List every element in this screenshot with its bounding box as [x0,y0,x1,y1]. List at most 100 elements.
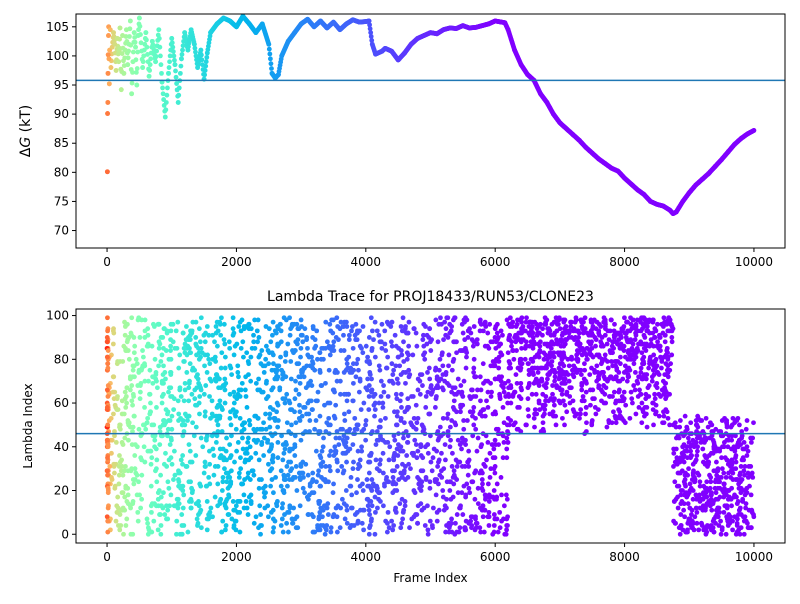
lambda-point [445,315,450,320]
lambda-point [541,350,546,355]
lambda-point [168,370,173,375]
lambda-point [115,495,120,500]
lambda-point [745,453,750,458]
lambda-point [333,416,338,421]
lambda-point [255,328,260,333]
lambda-point [456,490,461,495]
lambda-point [266,348,271,353]
lambda-point [438,425,443,430]
dg-point [160,86,165,91]
dg-point [126,55,131,60]
lambda-point [703,436,708,441]
lambda-point [363,438,368,443]
lambda-point [547,370,552,375]
lambda-point [320,449,325,454]
lambda-point [526,414,531,419]
lambda-point [145,416,150,421]
lambda-point [633,326,638,331]
lambda-point [681,508,686,513]
lambda-point [373,401,378,406]
lambda-point [236,374,241,379]
lambda-point [266,361,271,366]
lambda-point [532,320,537,325]
dg-point [204,59,209,64]
dg-point [143,30,148,35]
lambda-point [333,451,338,456]
lambda-point [478,374,483,379]
lambda-point [364,418,369,423]
lambda-point [691,462,696,467]
lambda-point [470,337,475,342]
lambda-point [452,420,457,425]
lambda-point [444,370,449,375]
lambda-point [640,401,645,406]
lambda-point [476,486,481,491]
lambda-point [185,418,190,423]
lambda-point [708,420,713,425]
lambda-point [223,503,228,508]
lambda-point [176,412,181,417]
lambda-point [582,398,587,403]
dg-point [115,36,120,41]
lambda-point [650,331,655,336]
lambda-point [633,388,638,393]
lambda-point [692,475,697,480]
lambda-point [306,381,311,386]
lambda-point [504,455,509,460]
dg-point [198,48,203,53]
lambda-point [481,462,486,467]
lambda-point [741,457,746,462]
lambda-point [311,324,316,329]
lambda-point [574,318,579,323]
lambda-point [117,453,122,458]
lambda-point [614,420,619,425]
lambda-point [387,444,392,449]
lambda-point [401,315,406,320]
lambda-point [502,532,507,537]
lambda-point [138,335,143,340]
lambda-point [229,423,234,428]
lambda-point [415,475,420,480]
lambda-point [190,488,195,493]
lambda-point [426,451,431,456]
lambda-point [300,414,305,419]
lambda-point [459,447,464,452]
lambda-point [168,418,173,423]
lambda-point [524,315,529,320]
dg-point [389,49,394,54]
lambda-point [335,514,340,519]
lambda-point [460,464,465,469]
lambda-point [398,444,403,449]
lambda-point [696,527,701,532]
lambda-point [355,477,360,482]
lambda-point [143,318,148,323]
lambda-point [138,383,143,388]
dg-point [655,202,660,207]
lambda-point [203,409,208,414]
lambda-point [271,361,276,366]
lambda-point [474,521,479,526]
lambda-point [107,464,112,469]
lambda-point [532,416,537,421]
lambda-point [258,523,263,528]
lambda-point [646,366,651,371]
dg-point [745,132,750,137]
lambda-point [655,363,660,368]
dg-point [109,65,114,70]
lambda-point [570,368,575,373]
lambda-point [300,333,305,338]
dg-point [154,54,159,59]
lambda-point [131,482,136,487]
dg-point [114,68,119,73]
lambda-point [481,361,486,366]
lambda-point [240,436,245,441]
lambda-point [157,442,162,447]
lambda-point [128,377,133,382]
dg-point [402,51,407,56]
dg-point [267,52,272,57]
lambda-point [345,324,350,329]
lambda-point [401,471,406,476]
lambda-point [217,416,222,421]
lambda-point [369,451,374,456]
lambda-point [600,370,605,375]
